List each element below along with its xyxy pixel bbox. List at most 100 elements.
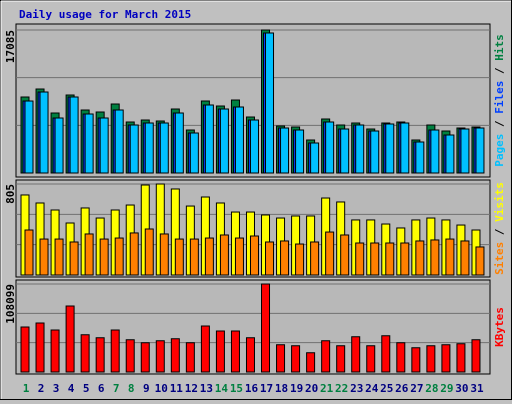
bar [159,233,169,276]
x-tick-label: 13 [200,382,213,395]
x-tick-label: 19 [290,382,303,395]
bar [325,231,335,276]
x-tick-label: 20 [305,382,318,395]
bar [280,127,290,174]
bar [445,238,455,276]
x-tick-label: 4 [68,382,75,395]
bar [456,343,466,373]
bar [129,124,139,174]
x-tick-label: 7 [113,382,120,395]
bar [234,106,244,174]
bar [411,347,421,373]
x-tick-label: 22 [335,382,348,395]
bar [471,339,481,373]
x-tick-label: 21 [320,382,334,395]
bar [355,242,365,276]
bar [144,122,154,174]
bar [355,124,365,174]
bar [336,345,346,373]
bar [310,241,320,276]
bar [430,129,440,174]
bar [69,96,79,174]
legend-entry: Pages [493,134,506,167]
bar [340,128,350,174]
chart-title: Daily usage for March 2015 [19,8,191,21]
bar [174,112,184,174]
bar [215,330,225,373]
x-tick-label: 15 [230,382,243,395]
bar [370,130,380,174]
x-tick-label: 28 [425,382,438,395]
bar [110,329,120,373]
bar [54,117,64,174]
bar [400,122,410,174]
bar [24,100,34,174]
x-tick-label: 30 [455,382,468,395]
y-tick-label: 17085 [4,30,17,63]
legend: Sites / Visits [493,182,506,275]
bar [460,240,470,276]
bar [370,242,380,276]
bar [230,330,240,373]
bar [396,342,406,373]
bar [24,229,34,276]
legend: KBytes [493,307,506,347]
bar [114,109,124,174]
bar [125,339,135,373]
bar [185,342,195,373]
bar [170,338,180,373]
x-tick-label: 24 [365,382,379,395]
bar [159,122,169,174]
x-tick-label: 6 [98,382,105,395]
bar [381,335,391,373]
bar [291,345,301,373]
bar [475,246,485,276]
legend-separator: / [493,61,506,81]
bar [460,128,470,174]
x-tick-label: 5 [83,382,90,395]
x-tick-label: 31 [470,382,484,395]
bar [475,127,485,174]
bar [445,134,455,174]
bar [219,108,229,174]
y-tick-label: 108099 [4,284,17,324]
x-tick-label: 17 [260,382,273,395]
bar [415,240,425,276]
bar [261,283,271,373]
y-tick-label: 805 [4,184,17,204]
bar [265,32,275,174]
bar [385,123,395,174]
bar [99,117,109,174]
x-tick-label: 11 [170,382,184,395]
bar [295,243,305,276]
legend-entry: KBytes [493,307,506,347]
bar [189,238,199,276]
bar [20,326,30,373]
bar [204,237,214,276]
x-tick-label: 26 [395,382,409,395]
bar [295,129,305,174]
bar [204,104,214,174]
bar [265,241,275,276]
bar [35,322,45,373]
legend-entry: Files [493,81,506,114]
bar [174,238,184,276]
x-tick-label: 25 [380,382,393,395]
x-tick-label: 1 [23,382,30,395]
bar [441,344,451,373]
bar [39,91,49,174]
x-tick-label: 12 [185,382,198,395]
legend-entry: Hits [493,34,506,61]
bar [54,238,64,276]
bar [426,345,436,373]
bar [276,344,286,373]
bar [351,336,361,373]
x-tick-label: 10 [155,382,168,395]
bar [415,141,425,174]
bar [155,340,165,373]
x-tick-label: 8 [128,382,135,395]
bar [321,340,331,373]
bar [80,334,90,373]
x-tick-label: 9 [143,382,150,395]
